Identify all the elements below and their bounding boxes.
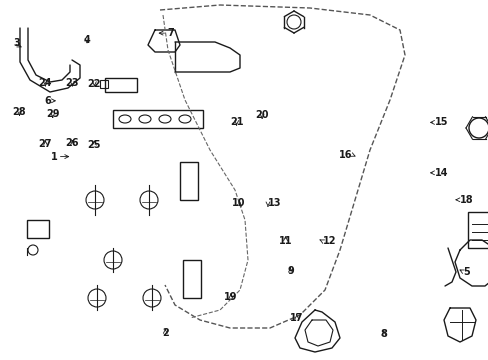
Bar	[467, 212, 488, 248]
Text: 21: 21	[229, 117, 243, 127]
Text: 9: 9	[286, 266, 293, 276]
Text: 16: 16	[338, 150, 351, 160]
Bar	[105, 78, 137, 92]
Text: 28: 28	[13, 107, 26, 117]
Text: 27: 27	[39, 139, 52, 149]
Text: 22: 22	[87, 78, 101, 89]
Text: 13: 13	[267, 198, 281, 208]
Text: 12: 12	[322, 236, 336, 246]
Text: 17: 17	[289, 312, 303, 323]
Text: 8: 8	[380, 329, 386, 339]
Text: 14: 14	[434, 168, 448, 178]
Text: 23: 23	[65, 78, 79, 88]
Text: 15: 15	[434, 117, 448, 127]
Bar	[113, 110, 203, 128]
Bar	[180, 162, 198, 200]
Text: 2: 2	[162, 328, 168, 338]
Text: 29: 29	[46, 109, 60, 120]
Text: 19: 19	[224, 292, 237, 302]
Text: 6: 6	[44, 96, 51, 106]
Bar	[183, 260, 201, 298]
Text: 18: 18	[459, 195, 472, 205]
Text: 25: 25	[87, 140, 101, 150]
Text: 3: 3	[14, 38, 20, 48]
Text: 1: 1	[51, 152, 58, 162]
Text: 24: 24	[39, 78, 52, 88]
Text: 20: 20	[255, 110, 268, 120]
Text: 11: 11	[278, 236, 292, 246]
Text: 5: 5	[463, 267, 469, 277]
Text: 26: 26	[65, 138, 79, 148]
Bar	[27, 220, 49, 238]
Bar	[100, 80, 108, 88]
Text: 4: 4	[83, 35, 90, 45]
Text: 7: 7	[167, 28, 174, 38]
Text: 10: 10	[231, 198, 245, 208]
